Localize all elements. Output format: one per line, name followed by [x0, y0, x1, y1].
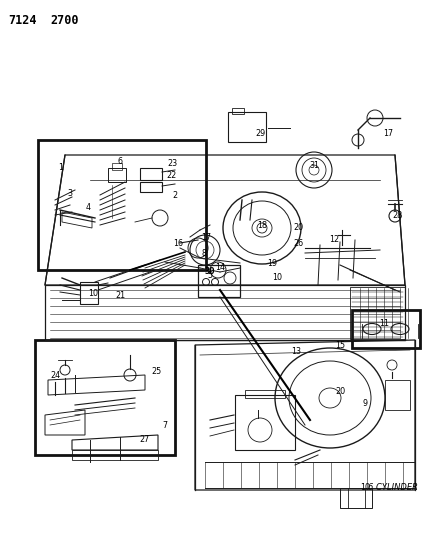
Text: 28: 28 — [392, 211, 402, 220]
Bar — [245, 390, 285, 398]
Text: 6 CYLINDER: 6 CYLINDER — [368, 483, 418, 492]
Text: 9: 9 — [363, 400, 368, 408]
Bar — [340, 488, 372, 508]
Text: 6: 6 — [118, 157, 122, 166]
Text: 2: 2 — [172, 190, 178, 199]
Text: 27: 27 — [140, 435, 150, 445]
Text: 14: 14 — [215, 263, 225, 272]
Text: 29: 29 — [256, 128, 266, 138]
Text: 20: 20 — [293, 223, 303, 232]
Text: 20: 20 — [335, 387, 345, 397]
Text: 12: 12 — [329, 236, 339, 245]
Text: 25: 25 — [152, 367, 162, 376]
Bar — [235, 395, 295, 450]
Text: 8: 8 — [202, 249, 206, 259]
Text: 10: 10 — [88, 288, 98, 297]
Bar — [112, 163, 122, 170]
Text: 17: 17 — [383, 128, 393, 138]
Text: 7124: 7124 — [8, 14, 36, 27]
Text: 31: 31 — [309, 160, 319, 169]
Bar — [385, 380, 410, 410]
Text: 15: 15 — [335, 341, 345, 350]
Text: 30: 30 — [205, 268, 215, 277]
Text: 11: 11 — [379, 319, 389, 327]
Text: 18: 18 — [257, 221, 267, 230]
Text: 19: 19 — [267, 259, 277, 268]
Bar — [198, 265, 240, 297]
Text: 10: 10 — [360, 482, 370, 491]
Bar — [72, 450, 158, 460]
Bar — [140, 168, 162, 180]
Text: 2700: 2700 — [50, 14, 78, 27]
Bar — [352, 310, 420, 348]
Text: 3: 3 — [68, 189, 72, 198]
Bar — [38, 140, 206, 270]
Bar — [350, 287, 405, 339]
Text: 26: 26 — [293, 239, 303, 248]
Text: 24: 24 — [50, 372, 60, 381]
Text: 17: 17 — [201, 233, 211, 243]
Text: 1: 1 — [59, 163, 63, 172]
Text: 16: 16 — [173, 239, 183, 248]
Text: 13: 13 — [291, 348, 301, 357]
Bar — [140, 182, 162, 192]
Bar — [232, 108, 244, 114]
Text: 4: 4 — [86, 203, 90, 212]
Bar — [228, 112, 266, 142]
Bar — [80, 282, 98, 304]
Text: 10: 10 — [272, 273, 282, 282]
Text: 7: 7 — [163, 422, 168, 431]
Text: 23: 23 — [167, 159, 177, 168]
Bar — [35, 340, 175, 455]
Text: 5: 5 — [208, 271, 213, 280]
Text: 21: 21 — [115, 292, 125, 301]
Text: 22: 22 — [167, 172, 177, 181]
Bar — [108, 168, 126, 182]
